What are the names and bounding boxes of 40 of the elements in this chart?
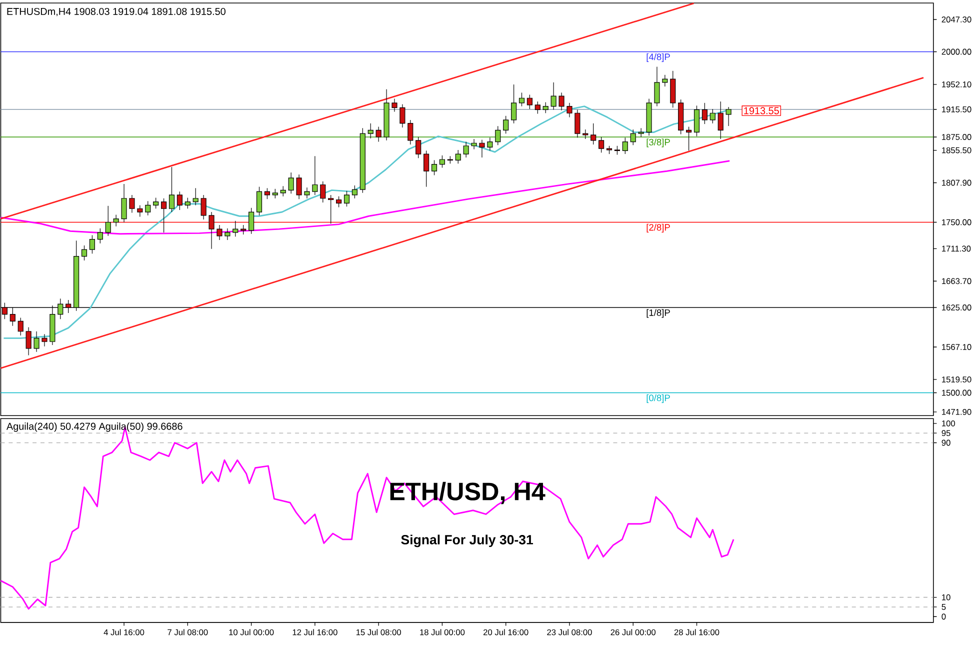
annotation: Signal For July 30-31 xyxy=(401,534,534,547)
y-tick-label: 2000.00 xyxy=(942,48,972,55)
y-tick-label: 1750.00 xyxy=(942,219,972,226)
y-tick-label: 1500.00 xyxy=(942,390,972,396)
x-tick-label: 28 Jul 16:00 xyxy=(674,628,720,636)
chart-title: Aguila(240) 50.4279 Aguila(50) 99.6686 xyxy=(6,422,182,432)
y-tick-label: 2047.30 xyxy=(942,16,972,22)
y-tick-label: 1711.30 xyxy=(942,246,971,252)
y-tick-label: 1915.50 xyxy=(942,106,972,112)
x-tick-label: 20 Jul 16:00 xyxy=(484,628,528,636)
x-tick-label: 10 Jul 00:00 xyxy=(229,628,274,636)
y-tick-label: 1567.10 xyxy=(942,344,972,350)
x-tick-label: 7 Jul 08:00 xyxy=(168,628,208,636)
y-tick-label: 10 xyxy=(942,594,950,600)
x-tick-label: 26 Jul 00:00 xyxy=(610,628,656,636)
y-tick-label: 1952.10 xyxy=(942,81,972,88)
x-tick-label: 23 Jul 08:00 xyxy=(547,628,592,636)
y-tick-label: 1519.50 xyxy=(942,376,972,382)
ref-line-label: [0/8]P xyxy=(646,394,670,403)
y-tick-label: 1471.90 xyxy=(942,408,972,415)
y-tick-label: 90 xyxy=(942,440,950,446)
chart-title: ETHUSDm,H4 1908.03 1919.04 1891.08 1915.50 xyxy=(7,8,226,16)
annotation: 1913.55 xyxy=(744,107,779,114)
ref-line-label: [2/8]P xyxy=(646,224,670,232)
y-tick-label: 95 xyxy=(942,430,950,436)
y-tick-label: 1855.50 xyxy=(942,147,972,154)
ref-line-label: [4/8]P xyxy=(646,53,670,62)
x-tick-label: 18 Jul 00:00 xyxy=(420,628,465,636)
y-tick-label: 0 xyxy=(942,614,946,620)
y-tick-label: 1807.90 xyxy=(942,180,972,186)
x-tick-label: 12 Jul 16:00 xyxy=(292,628,338,636)
y-tick-label: 100 xyxy=(942,420,956,426)
ref-line-label: [1/8]P xyxy=(646,308,670,318)
x-tick-label: 15 Jul 08:00 xyxy=(356,628,401,636)
x-tick-label: 4 Jul 16:00 xyxy=(104,628,144,636)
ref-line-label: [3/8]P xyxy=(646,138,670,148)
y-tick-label: 1625.00 xyxy=(942,304,972,310)
y-tick-label: 1663.70 xyxy=(942,278,972,284)
y-tick-label: 1875.00 xyxy=(942,134,972,140)
y-tick-label: 5 xyxy=(942,604,946,610)
